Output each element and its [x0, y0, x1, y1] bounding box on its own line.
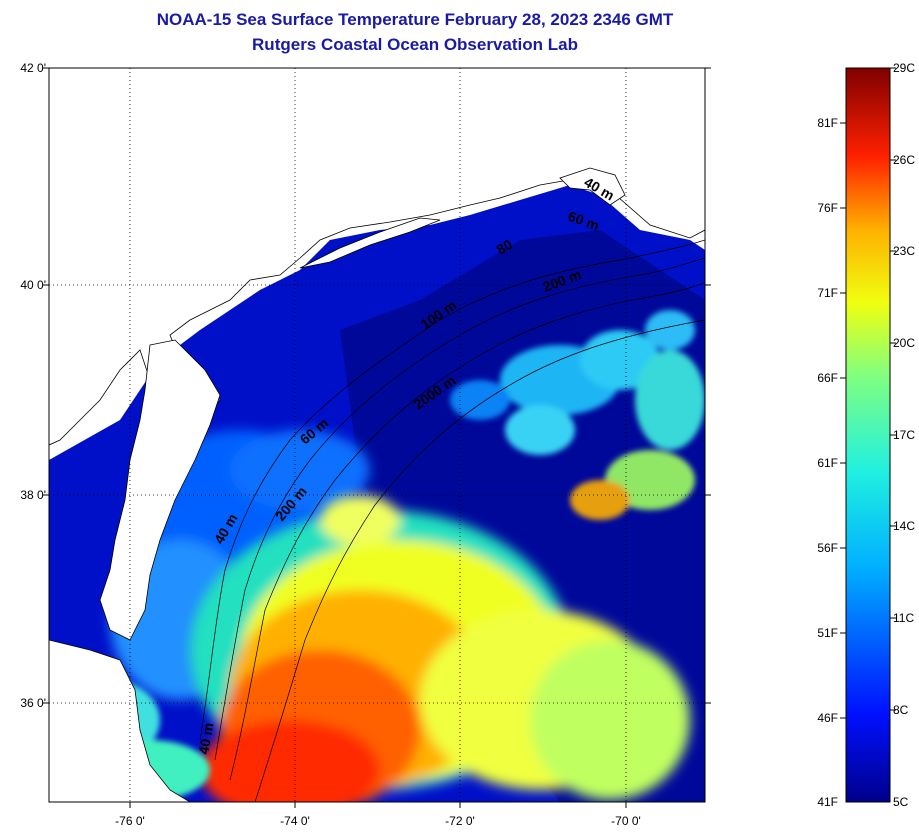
- colorbar-c-label: 20C: [893, 336, 916, 350]
- colorbar-c-label: 29C: [893, 61, 916, 75]
- colorbar-c-label: 5C: [893, 795, 909, 809]
- axis-ticks: [43, 67, 711, 808]
- map-title: NOAA-15 Sea Surface Temperature February…: [156, 10, 674, 29]
- colorbar: [845, 67, 891, 803]
- carolina-land: [49, 639, 191, 802]
- lat-label: 40 0': [20, 278, 46, 292]
- contour-label: 40 m: [195, 721, 216, 755]
- sst-field: [49, 68, 705, 802]
- lat-label: 38 0': [20, 488, 46, 502]
- cape-cod: [559, 167, 626, 206]
- lon-label: -74 0': [280, 814, 310, 828]
- colorbar-c-label: 26C: [893, 153, 916, 167]
- long-island: [299, 217, 441, 269]
- colorbar-c-label: 17C: [893, 428, 916, 442]
- lat-label: 42 0': [20, 61, 46, 75]
- colorbar-f-label: 71F: [817, 286, 838, 300]
- colorbar-f-label: 56F: [817, 541, 838, 555]
- colorbar-f-label: 46F: [817, 711, 838, 725]
- colorbar-f-label: 66F: [817, 371, 838, 385]
- colorbar-f-label: 41F: [817, 795, 838, 809]
- colorbar-c-label: 11C: [893, 611, 915, 625]
- bathymetry-contours: [199, 239, 705, 802]
- lon-label: -72 0': [445, 814, 475, 828]
- lat-label: 36 0': [20, 696, 46, 710]
- map-subtitle: Rutgers Coastal Ocean Observation Lab: [252, 35, 578, 54]
- colorbar-c-label: 14C: [893, 519, 916, 533]
- colorbar-f-label: 81F: [817, 116, 838, 130]
- graticule: [49, 68, 705, 802]
- colorbar-c-label: 8C: [893, 703, 909, 717]
- contour-label: 80: [494, 236, 516, 258]
- colorbar-f-label: 76F: [817, 201, 838, 215]
- colorbar-f-label: 61F: [817, 456, 838, 470]
- colorbar-f-label: 51F: [817, 626, 838, 640]
- lon-label: -76 0': [115, 814, 145, 828]
- lon-label: -70 0': [611, 814, 641, 828]
- colorbar-c-label: 23C: [893, 244, 916, 258]
